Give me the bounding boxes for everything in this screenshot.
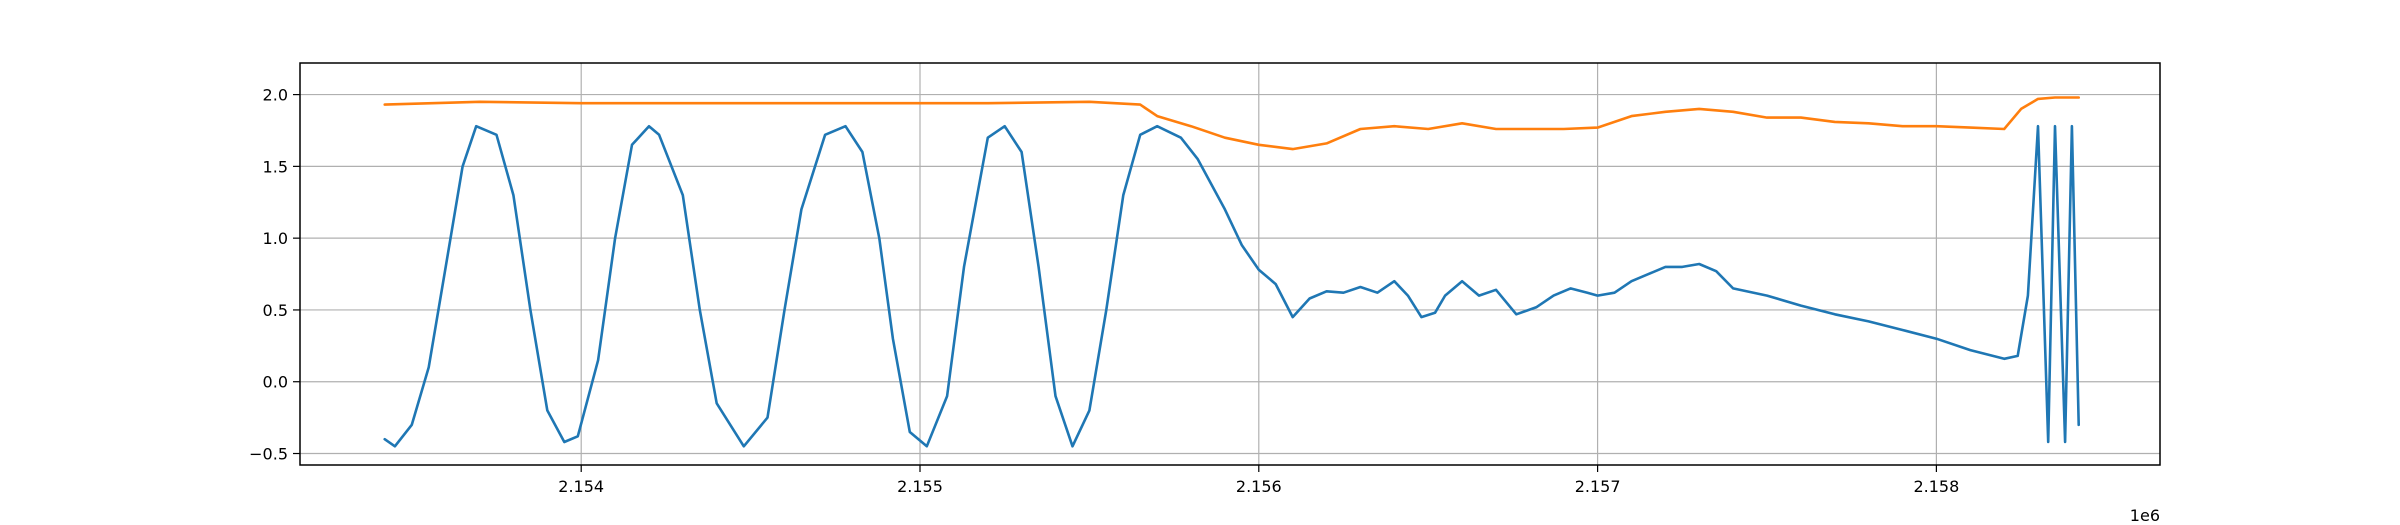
y-tick-label: 1.5 [263, 157, 288, 176]
x-tick-label: 2.154 [558, 477, 604, 496]
series-lines [383, 96, 2080, 448]
y-tick-label: 0.0 [263, 373, 288, 392]
x-axis-offset-label: 1e6 [2130, 506, 2160, 525]
x-tick-label: 2.156 [1236, 477, 1282, 496]
axis-ticks: 2.154 2.155 2.156 2.157 2.158 −0.5 0.0 0.5 1.0 1.… [249, 86, 1959, 496]
series-line-1 [383, 124, 2080, 448]
y-tick-label: 0.5 [263, 301, 288, 320]
y-tick-label: 1.0 [263, 229, 288, 248]
plot-area-frame [299, 62, 2161, 466]
y-tick-label: −0.5 [249, 445, 288, 464]
x-tick-label: 2.158 [1913, 477, 1959, 496]
y-tick-label: 2.0 [263, 86, 288, 105]
series-line-2 [383, 96, 2080, 151]
plot-area-background [300, 63, 2160, 465]
grid-lines [300, 63, 2160, 465]
x-tick-label: 2.155 [897, 477, 943, 496]
x-tick-label: 2.157 [1575, 477, 1621, 496]
